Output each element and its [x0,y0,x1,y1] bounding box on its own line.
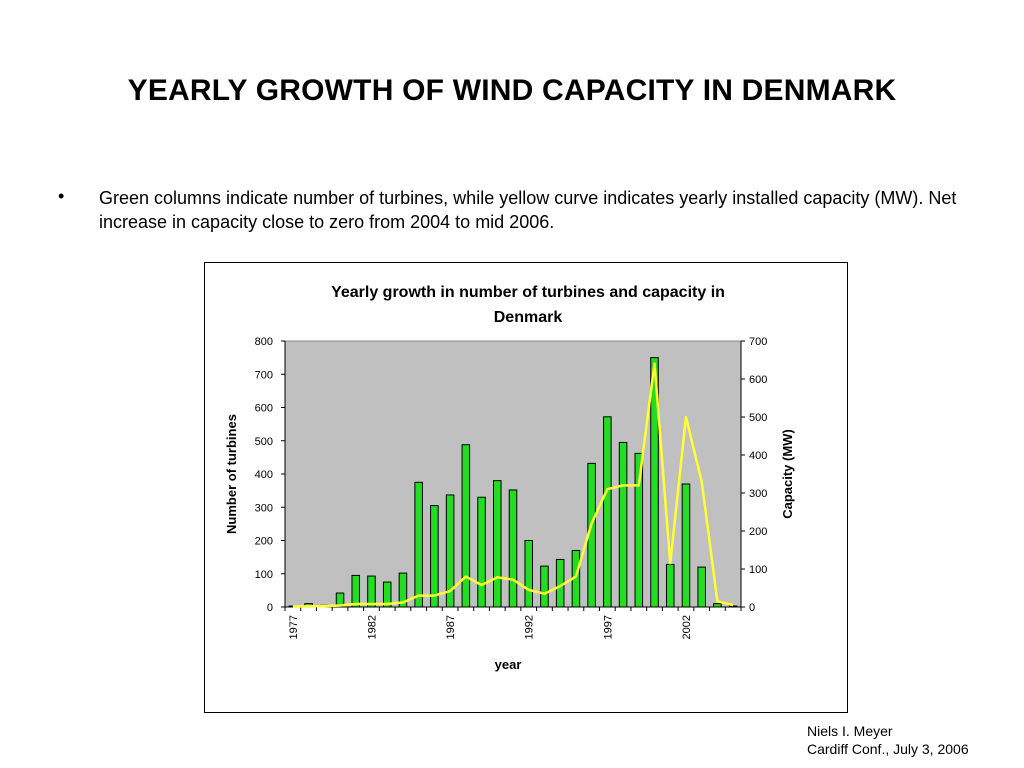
bar-series [288,357,738,608]
bar [367,575,376,608]
left-tick-label: 800 [255,336,273,348]
left-tick-label: 400 [255,469,273,481]
bar [697,566,706,608]
chart-frame: Yearly growth in number of turbines and … [204,262,848,713]
left-tick-label: 0 [267,602,273,614]
left-tick-label: 300 [255,502,273,514]
y2-axis-label: Capacity (MW) [780,429,795,519]
left-axis: 0 100 200 300 400 500 600 700 800 [255,336,286,614]
right-tick-label: 0 [749,602,755,614]
x-axis: 1977 1982 1987 1992 1997 2002 [284,606,742,639]
x-tick-label: 1977 [288,615,300,639]
left-tick-label: 100 [255,569,273,581]
bar [681,483,691,608]
left-tick-label: 200 [255,536,273,548]
x-tick-label: 1987 [445,615,457,639]
bar [398,572,408,608]
right-axis: 0 100 200 300 400 500 600 700 [740,336,767,614]
bullet-text: Green columns indicate number of turbine… [99,188,957,232]
bar [650,357,659,608]
bar [540,565,549,608]
right-tick-label: 300 [749,488,767,500]
bar [445,494,455,608]
bar [634,452,644,608]
bar [351,574,361,608]
x-tick-label: 1982 [366,615,378,639]
bar [524,540,533,608]
line-series [292,362,734,608]
x-axis-label: year [495,657,522,672]
credit-author: Niels I. Meyer [807,723,893,739]
bar [493,480,502,608]
bar [665,563,675,608]
right-tick-label: 700 [749,336,767,348]
right-tick-label: 100 [749,564,767,576]
left-tick-label: 700 [255,369,273,381]
capacity-line [292,362,734,608]
bar [508,489,518,608]
slide-title: YEARLY GROWTH OF WIND CAPACITY IN DENMAR… [127,74,897,107]
right-tick-label: 600 [749,374,767,386]
bar [728,605,738,608]
bar [603,416,612,608]
credit: Niels I. Meyer Cardiff Conf., July 3, 20… [807,722,969,758]
chart-title-line1: Yearly growth in number of turbines and … [331,284,725,301]
y-axis-label: Number of turbines [224,414,239,534]
bar [713,603,722,608]
right-tick-label: 200 [749,526,767,538]
bar [335,592,345,608]
x-tick-label: 1997 [602,615,614,639]
bar [618,441,628,608]
chart-title-line2: Denmark [494,309,563,326]
credit-conference: Cardiff Conf., July 3, 2006 [807,741,969,757]
x-tick-label: 2002 [681,615,693,639]
bullet-marker: • [58,186,65,206]
bar [461,444,471,608]
x-tick-label: 1992 [524,615,536,639]
bar [430,505,439,608]
chart: Yearly growth in number of turbines and … [224,284,795,672]
right-tick-label: 500 [749,412,767,424]
left-tick-label: 600 [255,403,273,415]
left-tick-label: 500 [255,436,273,448]
bar [477,496,486,608]
bar [382,581,392,608]
bar [414,481,423,608]
right-tick-label: 400 [749,450,767,462]
